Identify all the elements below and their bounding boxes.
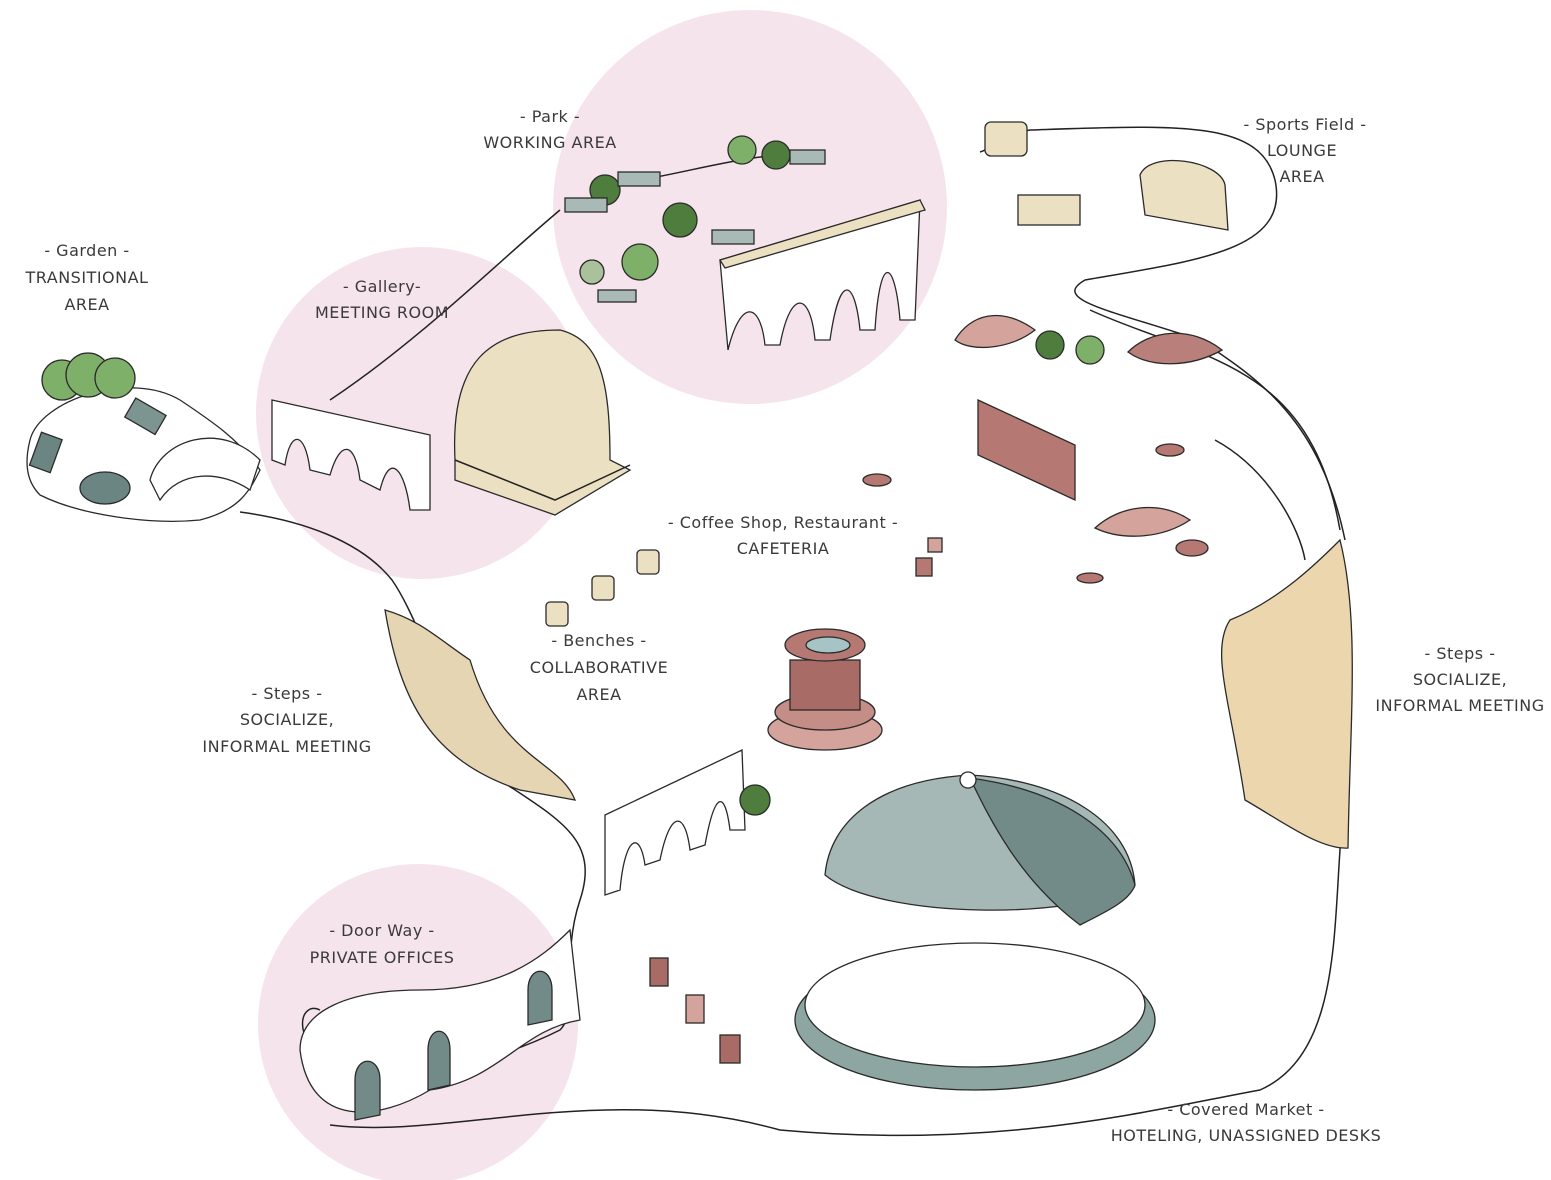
offices-part xyxy=(528,971,552,1025)
lounge-items-part xyxy=(985,122,1027,156)
zone-label: - Garden - xyxy=(44,241,129,260)
zone-label: AREA xyxy=(576,685,621,704)
zone-label: HOTELING, UNASSIGNED DESKS xyxy=(1111,1126,1381,1145)
park-items-part xyxy=(728,136,756,164)
zone-label: - Sports Field - xyxy=(1243,115,1366,134)
offices-part xyxy=(355,1061,380,1120)
zone-label: - Steps - xyxy=(252,684,323,703)
zone-label: - Gallery- xyxy=(343,277,421,296)
zone-label: WORKING AREA xyxy=(483,133,616,152)
zone-label: - Park - xyxy=(520,107,580,126)
park-items-part xyxy=(618,172,660,186)
park-items-part xyxy=(762,141,790,169)
cafe-items-part xyxy=(1036,331,1064,359)
benches xyxy=(546,550,659,626)
cafe-items-part xyxy=(1176,540,1208,556)
market-stools-part xyxy=(650,958,668,986)
arch-wall-part xyxy=(740,785,770,815)
zone-label: MEETING ROOM xyxy=(315,303,449,322)
cafe-items-part xyxy=(1156,444,1184,456)
fountain-part xyxy=(806,637,850,653)
arch-wall xyxy=(605,750,770,895)
steps xyxy=(385,540,1352,848)
park-items-part xyxy=(598,290,636,302)
zone-label: - Door Way - xyxy=(329,921,434,940)
zone-label: AREA xyxy=(1279,167,1324,186)
cafe-items-part xyxy=(863,474,891,486)
park-items-part xyxy=(565,198,607,212)
steps-part xyxy=(1222,540,1353,848)
zone-label: INFORMAL MEETING xyxy=(202,737,371,756)
park-items-part xyxy=(790,150,825,164)
steps-part xyxy=(385,610,575,800)
market-part xyxy=(805,943,1145,1067)
park-items-part xyxy=(580,260,604,284)
cafe-items xyxy=(863,316,1222,583)
zone-label: LOUNGE xyxy=(1267,141,1337,160)
zone-label: INFORMAL MEETING xyxy=(1375,696,1544,715)
zone-label: AREA xyxy=(64,295,109,314)
park-items-part xyxy=(622,244,658,280)
market xyxy=(795,772,1155,1090)
campus-map: - Park - WORKING AREA - Sports Field - L… xyxy=(0,0,1551,1180)
garden-island-part xyxy=(80,472,130,504)
cafe-items-part xyxy=(955,316,1035,348)
highlight-circles-part xyxy=(553,10,947,404)
offices-part xyxy=(428,1031,450,1090)
zone-label: - Coffee Shop, Restaurant - xyxy=(668,513,898,532)
cafe-items-part xyxy=(916,558,932,576)
benches-part xyxy=(637,550,659,574)
fountain-part xyxy=(790,660,860,710)
market-stools-part xyxy=(720,1035,740,1063)
lounge-items-part xyxy=(1018,195,1080,225)
cafe-items-part xyxy=(978,400,1075,500)
cafe-items-part xyxy=(1095,508,1190,537)
zone-label: CAFETERIA xyxy=(737,539,830,558)
fountain xyxy=(768,629,882,750)
lounge-items xyxy=(985,122,1228,230)
market-stools xyxy=(650,958,740,1063)
gallery-arches-part xyxy=(455,330,630,515)
park-items-part xyxy=(712,230,754,244)
benches-part xyxy=(546,602,568,626)
zone-label: - Benches - xyxy=(551,631,646,650)
cafe-items-part xyxy=(928,538,942,552)
garden-island-part xyxy=(95,358,135,398)
lounge-items-part xyxy=(1140,161,1228,230)
zone-label: - Steps - xyxy=(1425,644,1496,663)
cafe-items-part xyxy=(1077,573,1103,583)
zone-label: TRANSITIONAL xyxy=(25,268,149,287)
zone-label: COLLABORATIVE xyxy=(530,658,668,677)
park-items-part xyxy=(663,203,697,237)
garden-island xyxy=(27,353,260,521)
cafe-items-part xyxy=(1076,336,1104,364)
arch-wall-part xyxy=(605,750,745,895)
zone-label: PRIVATE OFFICES xyxy=(310,948,455,967)
zone-label: SOCIALIZE, xyxy=(240,710,334,729)
market-stools-part xyxy=(686,995,704,1023)
benches-part xyxy=(592,576,614,600)
zone-label: - Covered Market - xyxy=(1167,1100,1324,1119)
zone-label: SOCIALIZE, xyxy=(1413,670,1507,689)
cafe-items-part xyxy=(1128,333,1222,363)
market-part xyxy=(960,772,976,788)
